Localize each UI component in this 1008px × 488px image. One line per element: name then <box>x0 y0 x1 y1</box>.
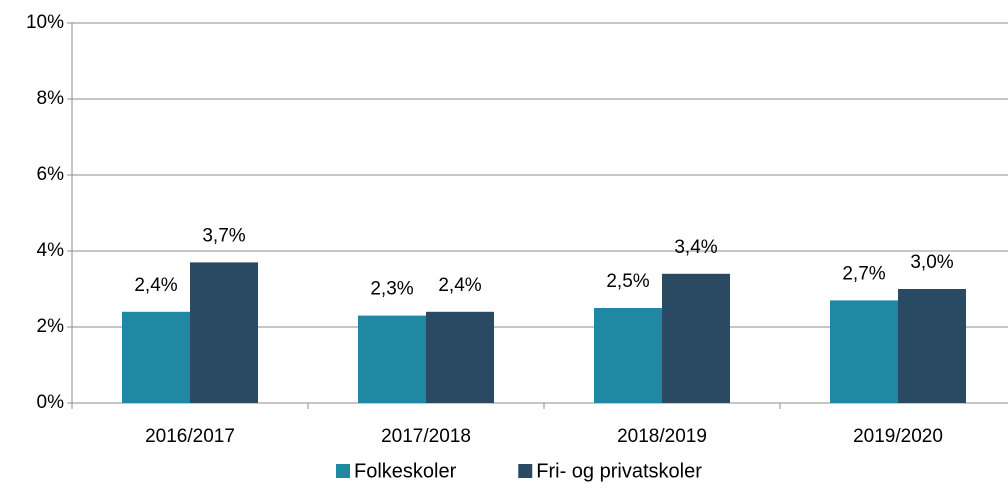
bar <box>830 300 898 403</box>
bar <box>122 311 190 403</box>
y-tick-label: 0% <box>37 392 65 413</box>
x-tick-label: 2018/2019 <box>617 426 707 447</box>
y-tick-label: 6% <box>37 164 65 185</box>
y-tick-label: 2% <box>37 316 65 337</box>
value-label: 2,7% <box>842 263 885 284</box>
x-tick-label: 2016/2017 <box>145 426 235 447</box>
legend: Folkeskoler Fri- og privatskoler <box>336 460 702 482</box>
value-label: 2,4% <box>438 275 481 296</box>
value-label: 3,4% <box>674 237 717 258</box>
bar <box>426 311 494 403</box>
bar <box>594 308 662 403</box>
y-tick-label: 8% <box>37 88 65 109</box>
value-label: 2,3% <box>370 279 413 300</box>
legend-label: Fri- og privatskoler <box>536 460 702 482</box>
bar <box>358 315 426 403</box>
bar <box>190 262 258 403</box>
bar <box>898 289 966 403</box>
legend-label: Folkeskoler <box>354 460 457 482</box>
y-tick-label: 4% <box>37 240 65 261</box>
x-tick-label: 2017/2018 <box>381 426 471 447</box>
value-label: 3,7% <box>202 225 245 246</box>
value-label: 2,4% <box>134 275 177 296</box>
legend-swatch <box>336 464 350 478</box>
bar <box>662 273 730 403</box>
y-tick-label: 10% <box>26 12 64 33</box>
value-label: 3,0% <box>910 252 953 273</box>
legend-swatch <box>518 464 533 478</box>
x-tick-label: 2019/2020 <box>853 426 943 447</box>
value-label: 2,5% <box>606 271 649 292</box>
